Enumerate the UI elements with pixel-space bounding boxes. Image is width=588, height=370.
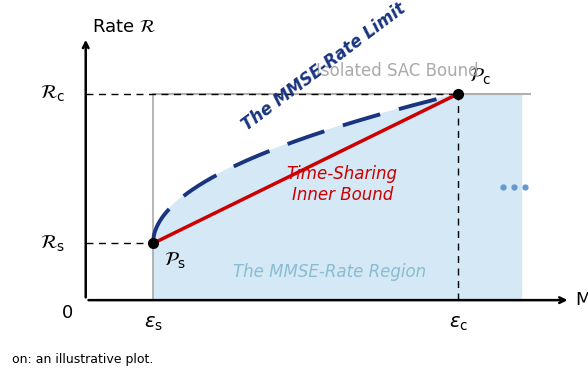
Text: Isolated SAC Bound: Isolated SAC Bound [316,61,479,80]
Text: Rate $\mathcal{R}$: Rate $\mathcal{R}$ [92,18,156,36]
Text: $\mathcal{P}_{\mathrm{c}}$: $\mathcal{P}_{\mathrm{c}}$ [469,67,491,87]
Text: 0: 0 [62,304,74,322]
Text: $\epsilon_{\mathrm{c}}$: $\epsilon_{\mathrm{c}}$ [449,314,468,333]
Polygon shape [458,94,521,300]
Text: $\mathcal{R}_{\mathrm{s}}$: $\mathcal{R}_{\mathrm{s}}$ [40,233,65,253]
Text: $\epsilon_{\mathrm{s}}$: $\epsilon_{\mathrm{s}}$ [143,314,162,333]
Text: The MMSE-Rate Region: The MMSE-Rate Region [233,263,426,281]
Text: Time-Sharing
Inner Bound: Time-Sharing Inner Bound [287,165,397,204]
Polygon shape [153,94,458,300]
Text: $\mathcal{P}_{\mathrm{s}}$: $\mathcal{P}_{\mathrm{s}}$ [164,251,186,272]
Text: on: an illustrative plot.: on: an illustrative plot. [12,353,153,366]
Text: The MMSE-Rate Limit: The MMSE-Rate Limit [239,0,409,134]
Text: MMSE $\epsilon$: MMSE $\epsilon$ [575,291,588,309]
Text: $\mathcal{R}_{\mathrm{c}}$: $\mathcal{R}_{\mathrm{c}}$ [40,84,65,104]
